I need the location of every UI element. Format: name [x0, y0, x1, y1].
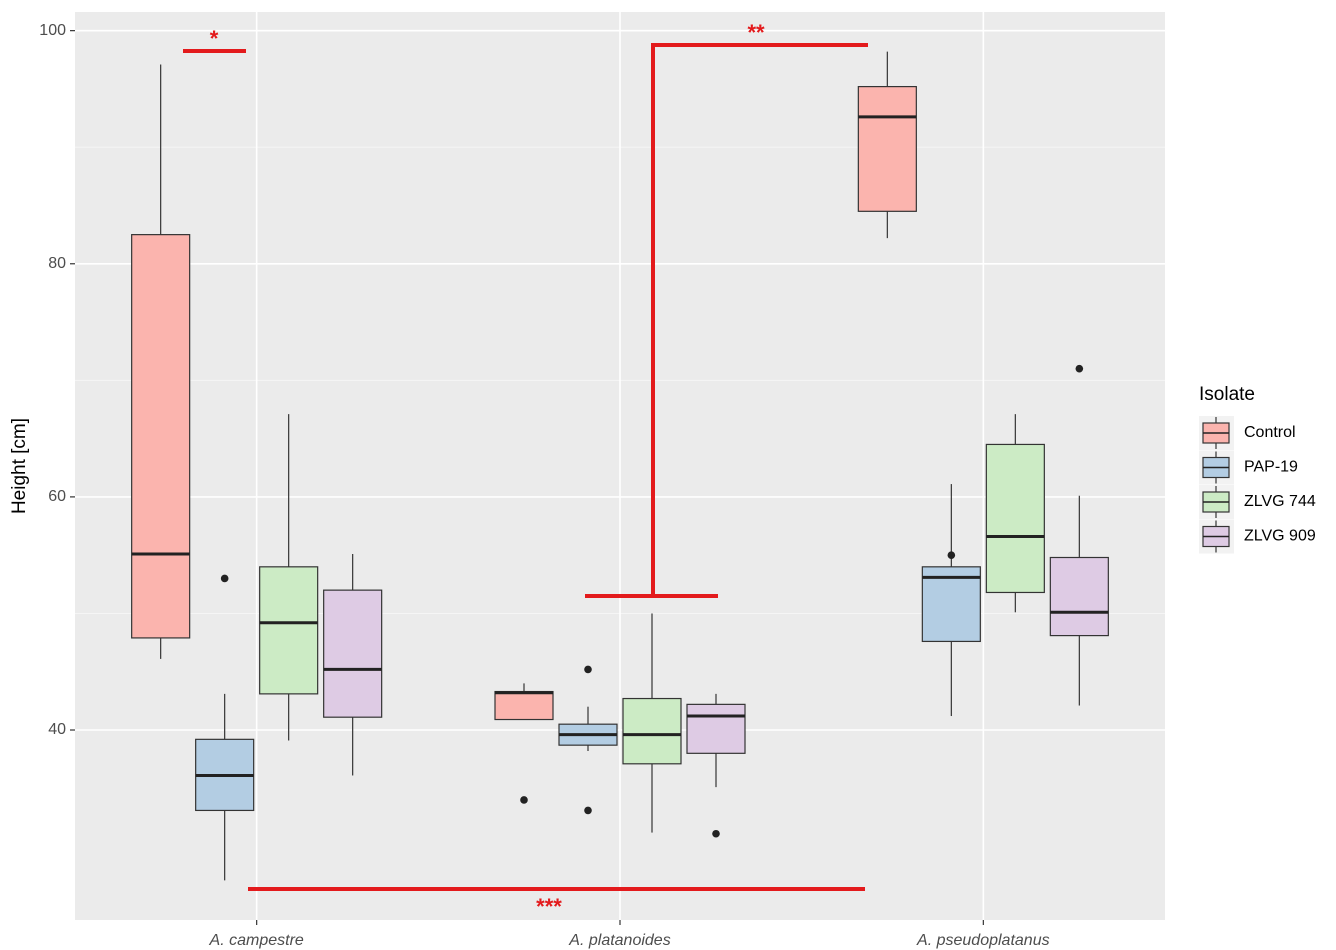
x-tick-label: A. pseudoplatanus: [916, 932, 1050, 949]
outlier: [712, 829, 720, 838]
box: [921, 566, 981, 643]
x-tick-label: A. campestre: [209, 932, 304, 949]
outlier: [220, 574, 229, 583]
box: [622, 697, 682, 765]
box: [985, 443, 1045, 594]
x-tick-label: A. platanoides: [568, 932, 670, 949]
legend-label: PAP-19: [1244, 459, 1298, 476]
outlier: [1075, 364, 1084, 373]
legend-title: Isolate: [1199, 384, 1255, 405]
legend-label: ZLVG 744: [1244, 493, 1316, 510]
sig-line: [651, 43, 868, 596]
outlier: [520, 796, 528, 804]
y-tick-label: 40: [48, 721, 66, 738]
y-tick-label: 100: [39, 22, 66, 39]
outlier: [584, 665, 592, 674]
legend-label: ZLVG 909: [1244, 528, 1316, 545]
box: [131, 234, 191, 639]
sig-label: *: [210, 26, 219, 51]
outlier: [947, 551, 956, 559]
y-tick-label: 80: [48, 255, 66, 272]
sig-label: ***: [536, 894, 562, 919]
box: [323, 589, 383, 718]
sig-label: **: [747, 20, 765, 45]
y-tick-label: 60: [48, 488, 66, 505]
y-axis-label: Height [cm]: [9, 418, 30, 514]
outlier: [584, 806, 592, 815]
legend-label: Control: [1244, 424, 1296, 441]
significance: [183, 43, 868, 891]
box: [857, 85, 917, 212]
box: [1049, 556, 1109, 637]
box: [494, 690, 554, 721]
box: [259, 566, 319, 695]
box: [686, 703, 746, 754]
